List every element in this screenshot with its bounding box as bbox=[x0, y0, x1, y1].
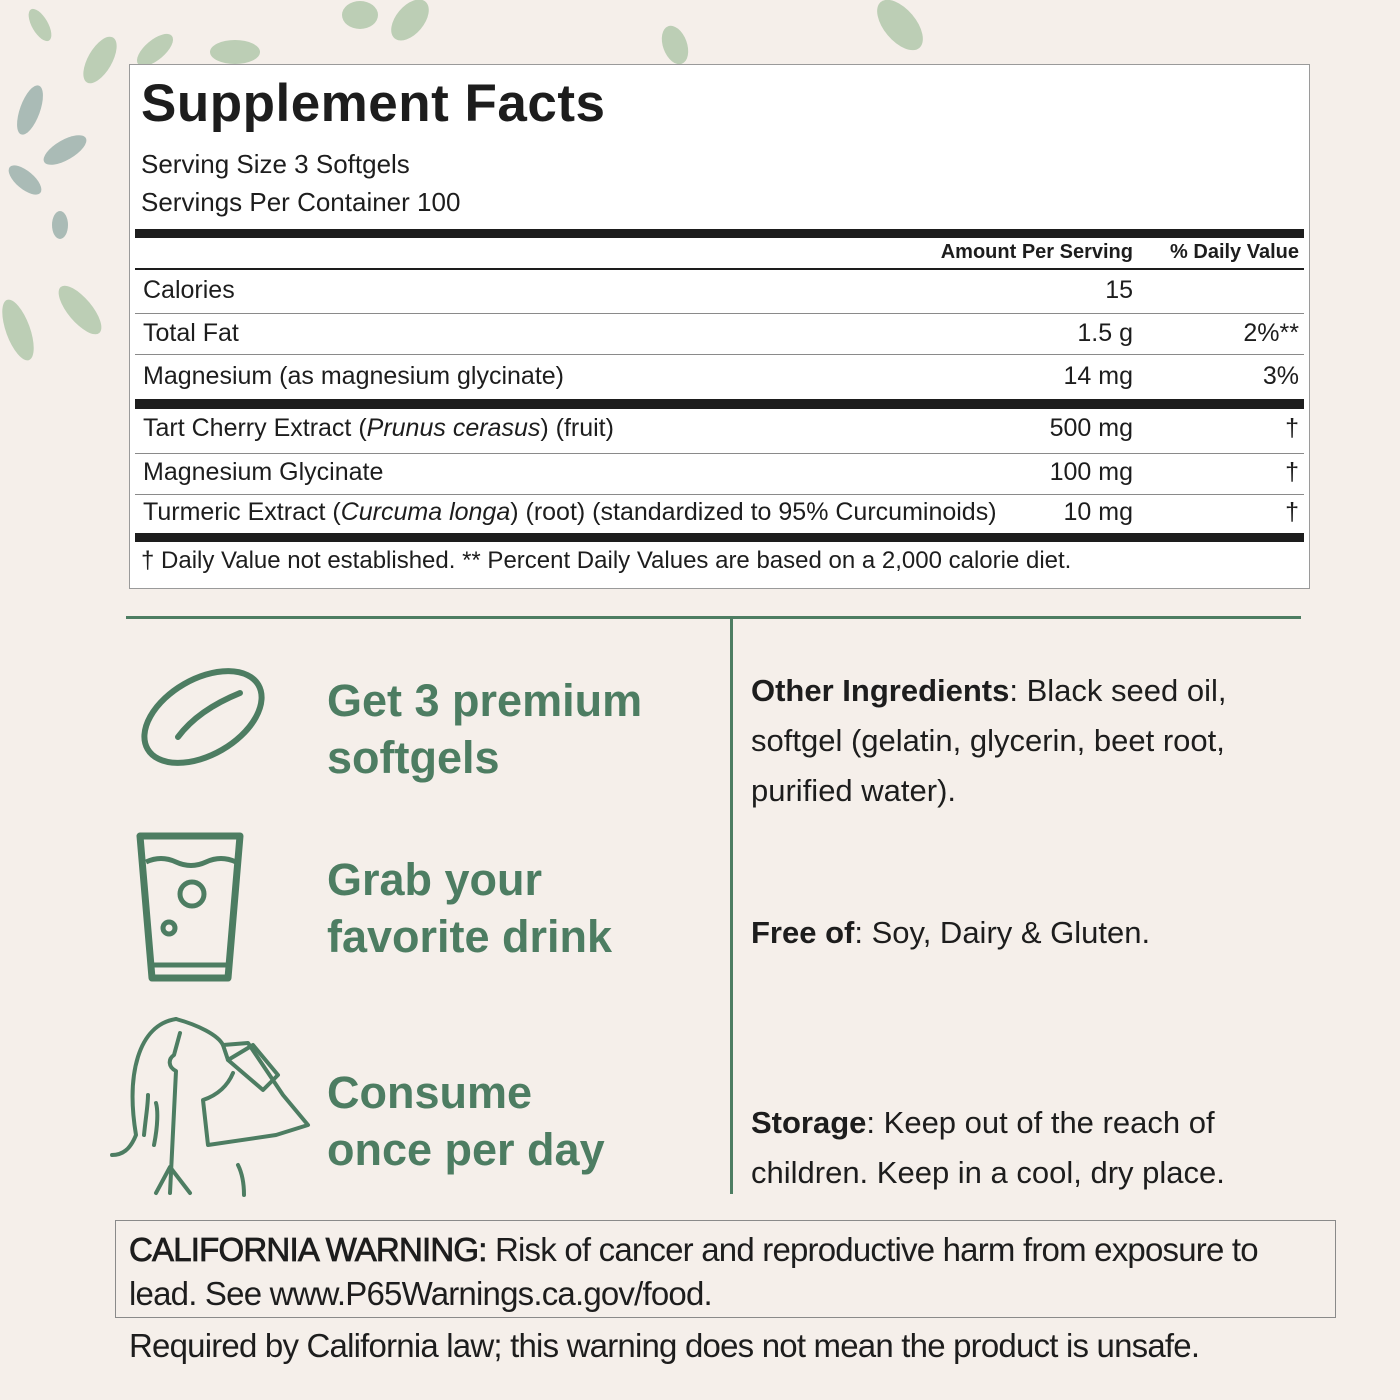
divider-thick bbox=[135, 533, 1304, 542]
row-name: Total Fat bbox=[143, 319, 239, 347]
row-name: Magnesium (as magnesium glycinate) bbox=[143, 362, 565, 390]
other-ingredients: Other Ingredients: Black seed oil, softg… bbox=[751, 673, 1227, 808]
column-divider bbox=[730, 617, 733, 1194]
table-row: Magnesium Glycinate 100 mg † bbox=[135, 458, 1304, 492]
row-name: Magnesium Glycinate bbox=[143, 458, 384, 486]
table-row: Magnesium (as magnesium glycinate) 14 mg… bbox=[135, 362, 1304, 396]
step-get-softgels: Get 3 premium softgels bbox=[327, 675, 643, 783]
storage: Storage: Keep out of the reach of childr… bbox=[751, 1105, 1225, 1190]
glass-icon bbox=[136, 832, 244, 982]
law-note: Required by California law; this warning… bbox=[129, 1327, 1200, 1364]
footnote: † Daily Value not established. ** Percen… bbox=[141, 547, 1072, 574]
section-divider bbox=[126, 616, 1301, 619]
row-name: Tart Cherry Extract (Prunus cerasus) (fr… bbox=[143, 414, 614, 442]
row-name: Calories bbox=[143, 276, 235, 304]
divider bbox=[135, 453, 1304, 454]
woman-drinking-icon bbox=[110, 1017, 310, 1197]
step-grab-drink: Grab your favorite drink bbox=[327, 854, 613, 962]
softgel-icon bbox=[141, 668, 265, 766]
supplement-facts-panel: Supplement Facts Serving Size 3 Softgels… bbox=[129, 64, 1310, 589]
serving-size: Serving Size 3 Softgels bbox=[141, 149, 410, 179]
row-dv: † bbox=[1285, 458, 1299, 486]
california-warning: CALIFORNIA WARNING: Risk of cancer and r… bbox=[115, 1220, 1336, 1318]
divider-thick bbox=[135, 399, 1304, 409]
row-dv: 3% bbox=[1262, 362, 1299, 390]
row-amount: 14 mg bbox=[1063, 362, 1133, 390]
servings-per-container: Servings Per Container 100 bbox=[141, 187, 461, 217]
row-dv: 2%** bbox=[1243, 319, 1299, 347]
table-row: Tart Cherry Extract (Prunus cerasus) (fr… bbox=[135, 414, 1304, 448]
amount-header: Amount Per Serving bbox=[940, 241, 1133, 263]
divider-thick bbox=[135, 229, 1304, 238]
row-amount: 500 mg bbox=[1049, 414, 1133, 442]
free-of: Free of: Soy, Dairy & Gluten. bbox=[751, 915, 1151, 950]
table-row: Turmeric Extract (Curcuma longa) (root) … bbox=[135, 498, 1304, 532]
row-amount: 1.5 g bbox=[1077, 319, 1133, 347]
divider bbox=[135, 268, 1304, 270]
divider bbox=[135, 354, 1304, 355]
dv-header: % Daily Value bbox=[1170, 241, 1299, 263]
divider bbox=[135, 494, 1304, 495]
row-amount: 15 bbox=[1105, 276, 1133, 304]
facts-header-row: Amount Per Serving % Daily Value bbox=[135, 241, 1304, 275]
leaves-decoration bbox=[2, 0, 923, 361]
divider bbox=[135, 313, 1304, 314]
row-amount: 10 mg bbox=[1063, 498, 1133, 526]
table-row: Calories 15 bbox=[135, 276, 1304, 310]
table-row: Total Fat 1.5 g 2%** bbox=[135, 319, 1304, 353]
row-dv: † bbox=[1285, 498, 1299, 526]
row-name: Turmeric Extract (Curcuma longa) (root) … bbox=[143, 498, 997, 526]
facts-title: Supplement Facts bbox=[141, 74, 606, 133]
row-amount: 100 mg bbox=[1049, 458, 1133, 486]
row-dv: † bbox=[1285, 414, 1299, 442]
step-consume-daily: Consume once per day bbox=[327, 1067, 605, 1175]
